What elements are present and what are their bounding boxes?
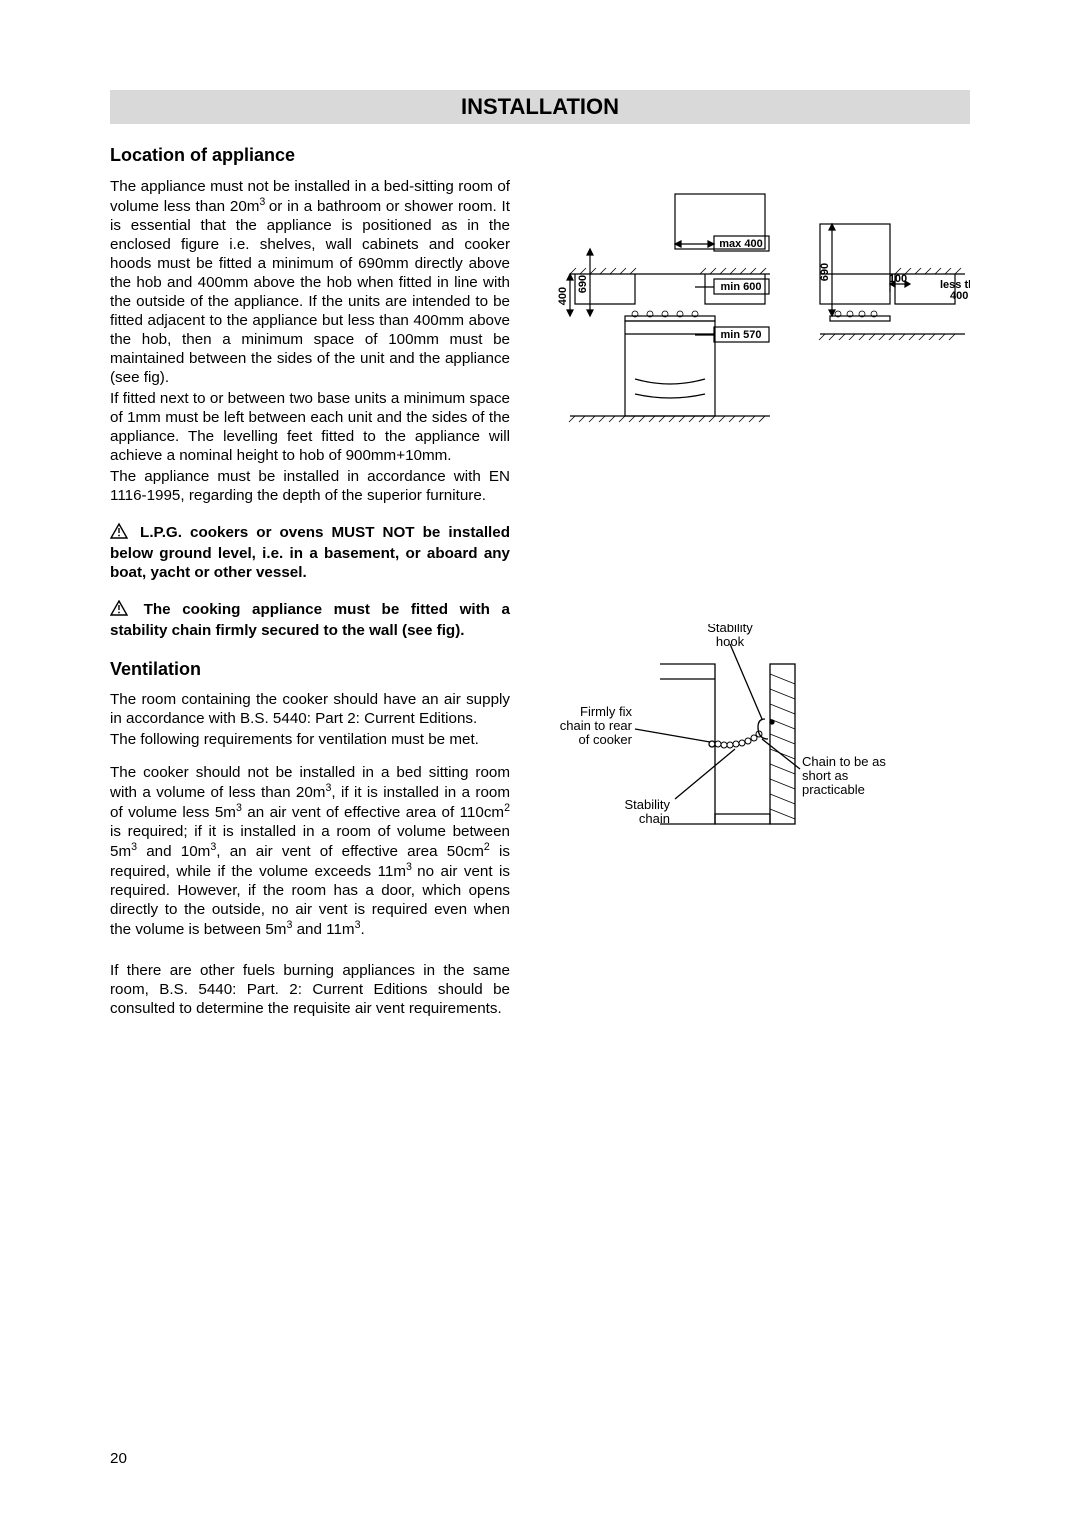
section-title: INSTALLATION — [110, 90, 970, 124]
label-firmly-1: Firmly fix — [580, 704, 632, 719]
page-number: 20 — [110, 1450, 127, 1467]
location-para-3: The appliance must be installed in accor… — [110, 467, 510, 505]
warning-lpg: L.P.G. cookers or ovens MUST NOT be inst… — [110, 523, 510, 582]
label-chain-short-2: short as — [802, 768, 849, 783]
text: . — [360, 921, 364, 938]
warning-text: L.P.G. cookers or ovens MUST NOT be inst… — [110, 524, 510, 581]
label-max400: max 400 — [719, 238, 762, 250]
heading-location: Location of appliance — [110, 144, 510, 167]
left-column: Location of appliance The appliance must… — [110, 144, 510, 1020]
label-min570: min 570 — [721, 329, 762, 341]
sup: 3 — [259, 196, 268, 208]
sup: 3 — [406, 861, 417, 873]
text: and 11m — [292, 921, 354, 938]
figure-clearance: max 400 min 600 min 570 690 400 690 100 … — [540, 184, 970, 444]
warning-stability: The cooking appliance must be fitted wit… — [110, 600, 510, 640]
label-firmly-2: chain to rear — [560, 718, 633, 733]
ventilation-para-2: The following requirements for ventilati… — [110, 730, 510, 749]
sup: 2 — [504, 802, 510, 814]
label-690: 690 — [577, 275, 589, 293]
label-690-right: 690 — [819, 263, 831, 281]
text: or in a bathroom or shower room. It is e… — [110, 198, 510, 386]
label-400: 400 — [557, 287, 569, 305]
text: an air vent of effective area of 110cm — [242, 804, 504, 821]
location-para-1: The appliance must not be installed in a… — [110, 177, 510, 387]
warning-icon — [110, 600, 128, 621]
location-para-2: If fitted next to or between two base un… — [110, 389, 510, 465]
label-stability-chain-1: Stability — [624, 797, 670, 812]
label-chain-short-3: practicable — [802, 782, 865, 797]
label-lessthan-b: 400 — [950, 290, 968, 302]
label-firmly-3: of cooker — [579, 732, 633, 747]
warning-text: The cooking appliance must be fitted wit… — [110, 601, 510, 639]
label-100: 100 — [889, 273, 907, 285]
text: , an air vent of effective area 50cm — [216, 843, 484, 860]
label-stability-hook2: hook — [716, 634, 745, 649]
ventilation-para-3: The cooker should not be installed in a … — [110, 763, 510, 939]
ventilation-para-1: The room containing the cooker should ha… — [110, 690, 510, 728]
figure-stability: Stability hook Firmly fix chain to rear … — [540, 624, 900, 854]
label-chain-short-1: Chain to be as — [802, 754, 886, 769]
label-stability-chain-2: chain — [639, 811, 670, 826]
text: and 10m — [137, 843, 210, 860]
label-min600: min 600 — [721, 281, 762, 293]
heading-ventilation: Ventilation — [110, 658, 510, 681]
right-column: max 400 min 600 min 570 690 400 690 100 … — [540, 144, 970, 1020]
ventilation-para-4: If there are other fuels burning applian… — [110, 961, 510, 1018]
warning-icon — [110, 523, 128, 544]
